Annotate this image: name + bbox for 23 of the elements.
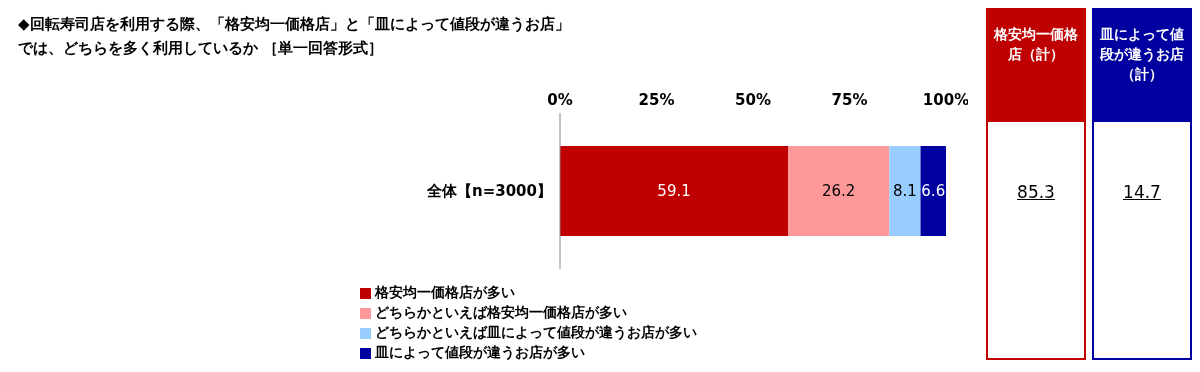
data-label: 59.1 — [657, 182, 691, 201]
data-label: 26.2 — [821, 182, 856, 201]
x-tick-label: 75% — [831, 91, 868, 109]
data-label: 6.6 — [921, 182, 946, 201]
legend-label: 皿によって値段が違うお店が多い — [375, 344, 585, 360]
bar — [788, 146, 890, 236]
text: 皿によって値段が違うお店（計） — [1094, 10, 1190, 122]
text: ◆回転寿司店を利用する際、「格安均一価格店」と「皿によって値段が違うお店」では、どちらを多く利用しているか ［単一回答形式］ — [18, 14, 571, 59]
data-label: 8.1 — [892, 182, 917, 201]
text: 格安均一価格店（計） — [988, 10, 1084, 122]
bar — [889, 146, 921, 236]
x-tick-label: 0% — [547, 91, 573, 109]
bar — [560, 146, 789, 236]
y-tick-label: 全体【n=3000】 — [426, 182, 552, 201]
text: 85.3 — [1016, 182, 1056, 202]
x-tick-label: 25% — [638, 91, 675, 109]
legend-label: 格安均一価格店が多い — [375, 284, 515, 300]
legend-label: どちらかといえば格安均一価格店が多い — [375, 304, 627, 320]
legend-label: どちらかといえば皿によって値段が違うお店が多い — [375, 324, 697, 340]
x-tick-label: 100% — [922, 91, 970, 109]
x-tick-label: 50% — [735, 91, 771, 109]
text: 14.7 — [1122, 182, 1162, 202]
bar — [920, 146, 946, 236]
